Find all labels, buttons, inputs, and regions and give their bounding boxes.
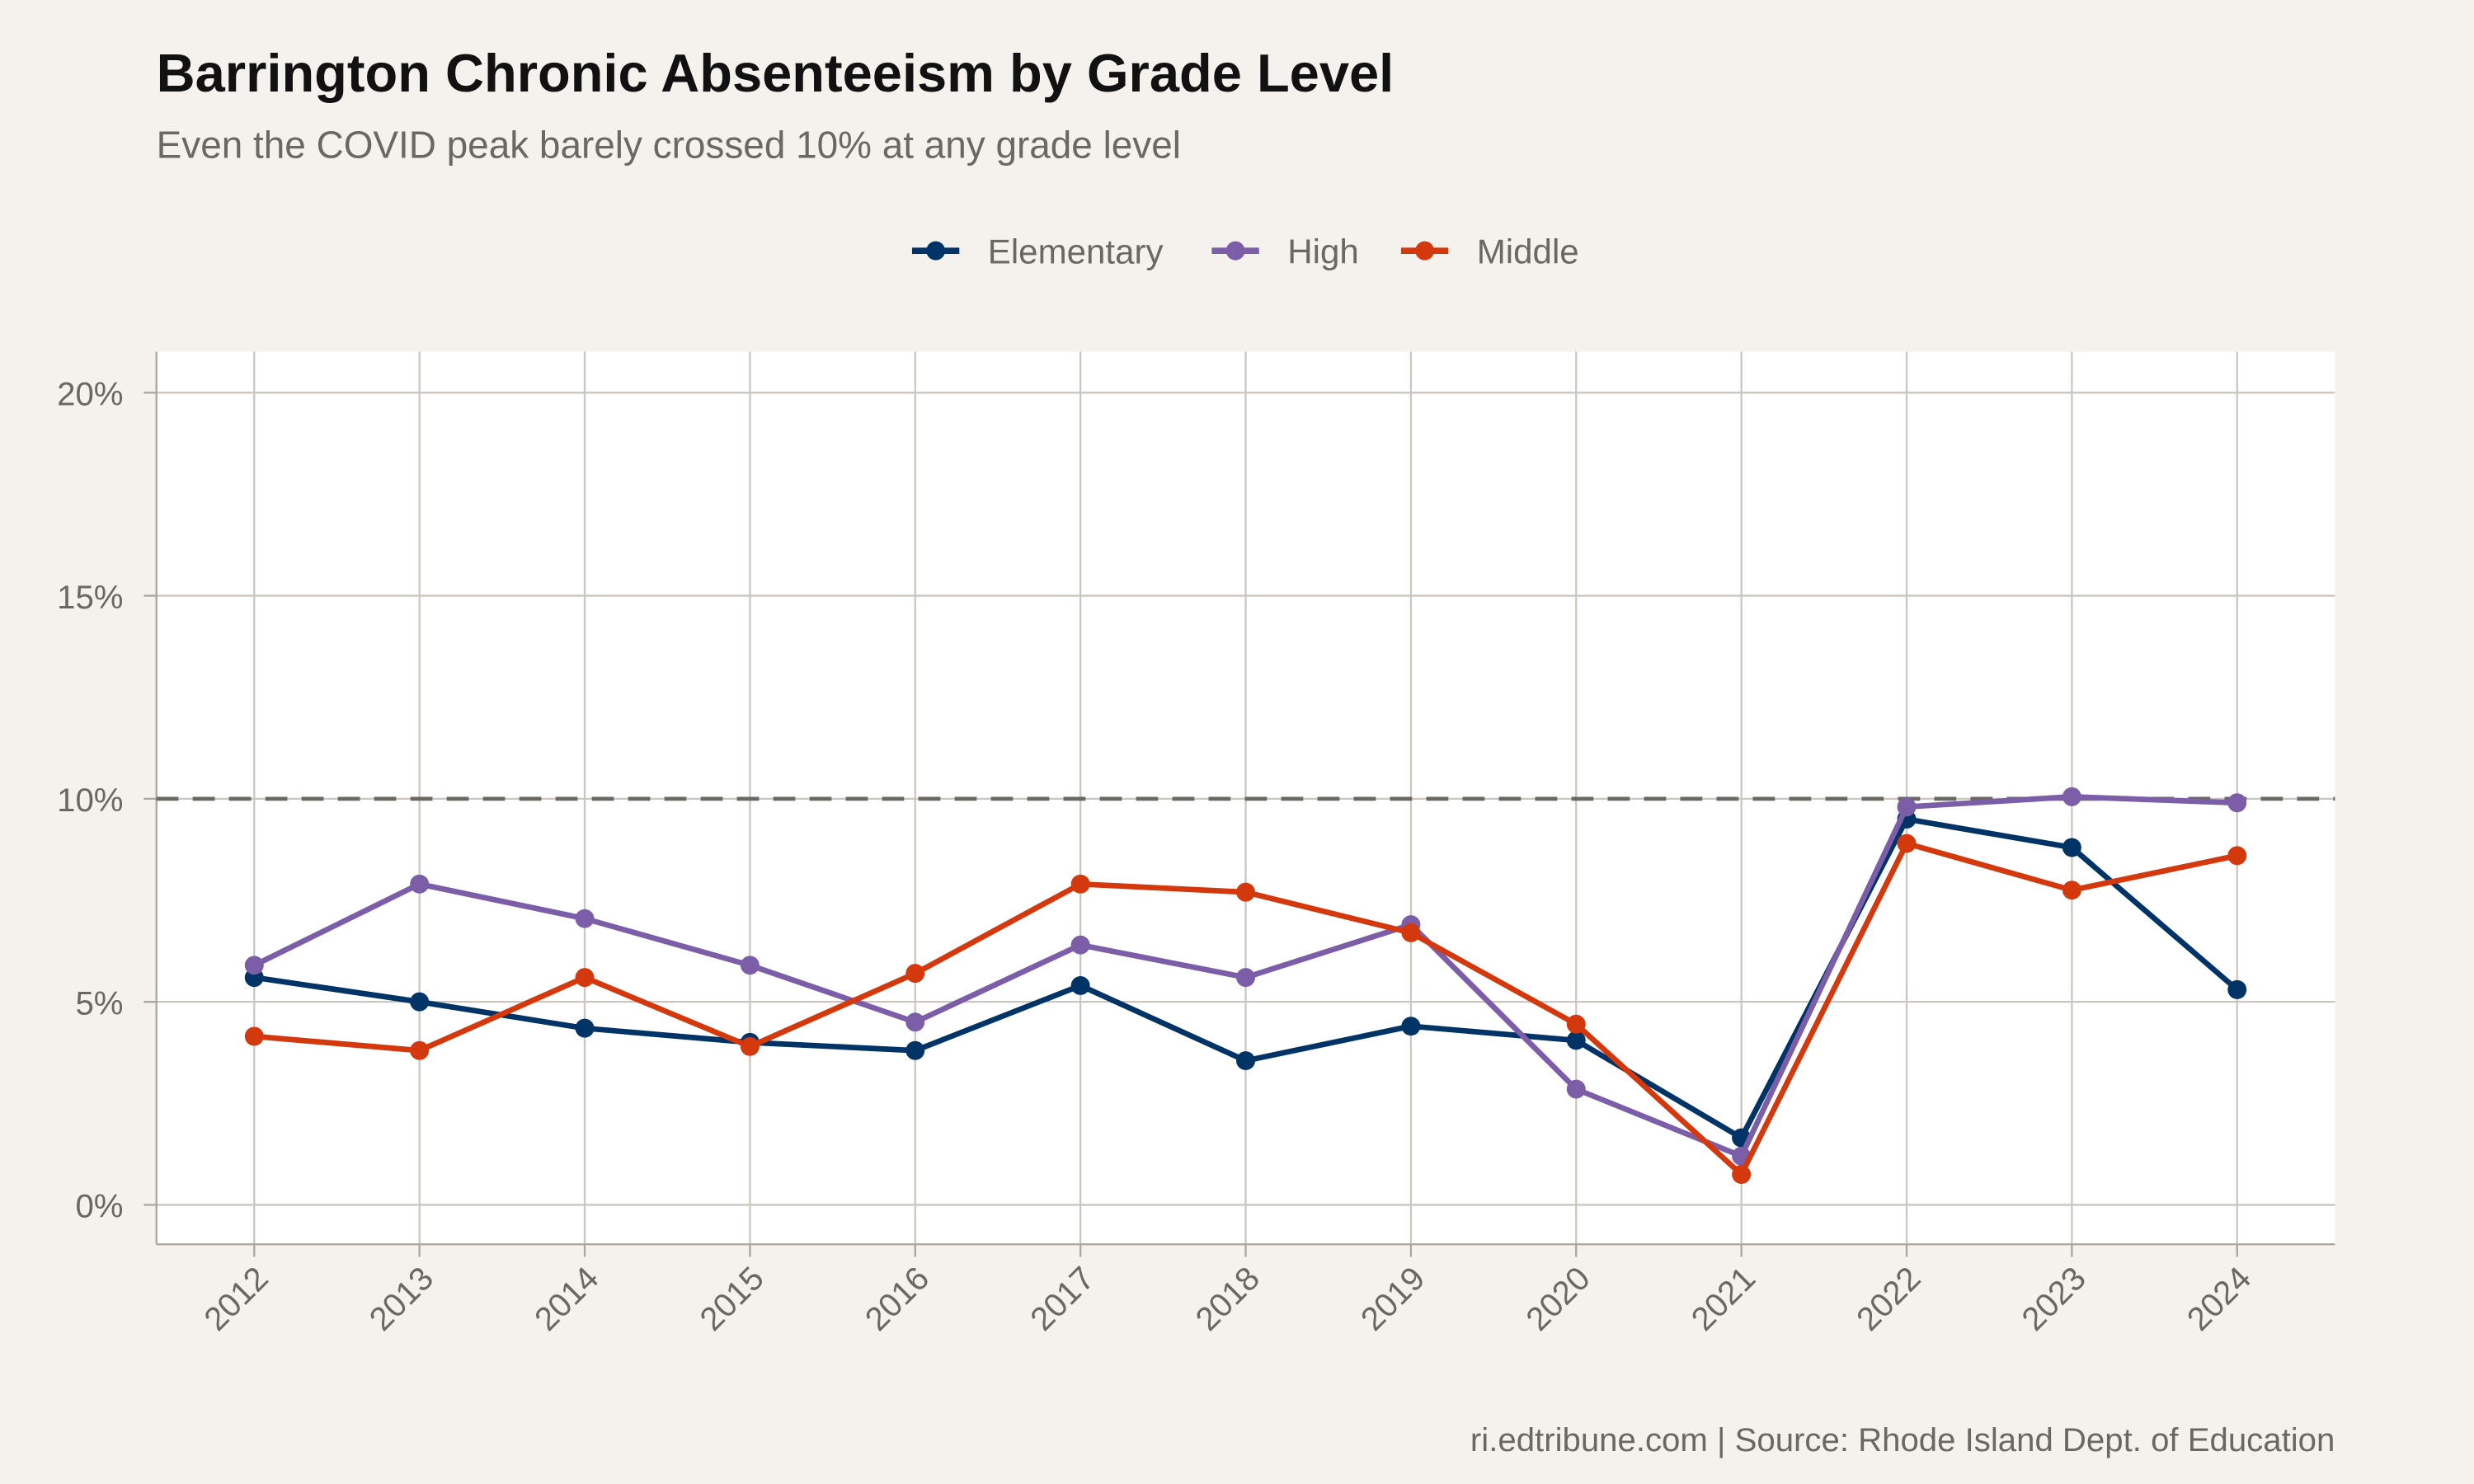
legend-key-point	[1415, 241, 1435, 261]
legend-key-point	[926, 241, 946, 261]
chart-subtitle: Even the COVID peak barely crossed 10% a…	[157, 123, 1181, 166]
data-point	[2227, 979, 2247, 999]
data-point	[1236, 968, 1255, 988]
data-point	[1566, 1014, 1586, 1034]
data-point	[740, 956, 760, 975]
data-point	[1566, 1079, 1586, 1099]
data-point	[1566, 1031, 1586, 1050]
data-point	[1236, 882, 1255, 902]
legend-item-middle: Middle	[1400, 232, 1579, 270]
data-point	[2227, 846, 2247, 866]
data-point	[244, 956, 264, 975]
data-point	[1070, 975, 1090, 995]
data-point	[905, 1012, 925, 1032]
data-point	[575, 1018, 595, 1038]
series-high	[244, 787, 2247, 1166]
data-point	[410, 1040, 430, 1060]
data-point	[575, 968, 595, 988]
legend-key-point	[1225, 241, 1245, 261]
data-point	[2227, 793, 2247, 813]
data-point	[1732, 1165, 1752, 1184]
data-point	[1897, 834, 1917, 853]
series-middle	[244, 834, 2247, 1184]
legend-label: High	[1287, 232, 1359, 270]
legend-item-elementary: Elementary	[911, 232, 1164, 270]
data-point	[1070, 935, 1090, 955]
y-tick-label: 0%	[75, 1188, 123, 1225]
legend-item-high: High	[1211, 232, 1359, 270]
data-point	[1236, 1051, 1255, 1071]
chart-title: Barrington Chronic Absenteeism by Grade …	[157, 43, 1395, 103]
data-point	[410, 992, 430, 1012]
data-point	[2062, 787, 2081, 806]
legend-label: Middle	[1477, 232, 1579, 270]
legend-label: Elementary	[988, 232, 1164, 270]
data-point	[905, 1040, 925, 1060]
data-point	[1401, 1017, 1421, 1036]
y-tick-label: 15%	[57, 579, 123, 616]
y-tick-label: 5%	[75, 984, 123, 1021]
chart-caption: ri.edtribune.com | Source: Rhode Island …	[1470, 1421, 2335, 1458]
data-point	[2062, 838, 2081, 857]
data-point	[1070, 874, 1090, 894]
data-point	[244, 1026, 264, 1046]
data-point	[575, 909, 595, 928]
legend: Elementary High Middle	[911, 232, 1579, 270]
y-tick-label: 20%	[57, 376, 123, 413]
data-point	[740, 1036, 760, 1056]
series-group	[156, 787, 2335, 1184]
data-point	[905, 964, 925, 984]
data-point	[1897, 797, 1917, 817]
y-tick-label: 10%	[57, 782, 123, 819]
data-point	[1401, 923, 1421, 942]
data-point	[2062, 881, 2081, 900]
data-point	[410, 874, 430, 894]
